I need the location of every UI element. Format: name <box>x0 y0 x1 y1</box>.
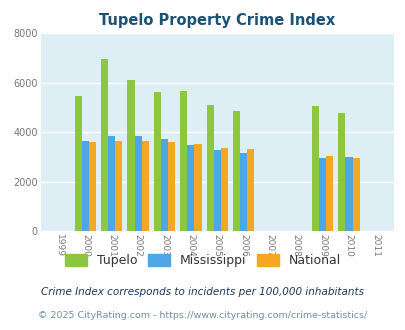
Bar <box>108 136 115 231</box>
Bar <box>325 156 333 231</box>
Bar <box>194 145 201 231</box>
Bar <box>115 141 122 231</box>
Bar <box>168 142 175 231</box>
Bar <box>337 114 345 231</box>
Bar <box>239 153 247 231</box>
Bar <box>141 141 149 231</box>
Bar <box>232 111 239 231</box>
Bar <box>160 139 168 231</box>
Bar <box>247 149 254 231</box>
Bar <box>220 148 227 231</box>
Bar <box>180 91 187 231</box>
Bar <box>134 136 141 231</box>
Bar <box>127 80 134 231</box>
Bar <box>75 96 82 231</box>
Legend: Tupelo, Mississippi, National: Tupelo, Mississippi, National <box>61 250 344 271</box>
Bar <box>89 142 96 231</box>
Bar <box>318 158 325 231</box>
Bar <box>311 106 318 231</box>
Bar <box>187 145 194 231</box>
Title: Tupelo Property Crime Index: Tupelo Property Crime Index <box>99 13 335 28</box>
Bar <box>345 157 352 231</box>
Bar <box>101 59 108 231</box>
Text: Crime Index corresponds to incidents per 100,000 inhabitants: Crime Index corresponds to incidents per… <box>41 287 364 297</box>
Bar <box>352 158 359 231</box>
Bar <box>82 141 89 231</box>
Text: © 2025 CityRating.com - https://www.cityrating.com/crime-statistics/: © 2025 CityRating.com - https://www.city… <box>38 311 367 320</box>
Bar <box>153 92 160 231</box>
Bar <box>206 105 213 231</box>
Bar <box>213 150 220 231</box>
